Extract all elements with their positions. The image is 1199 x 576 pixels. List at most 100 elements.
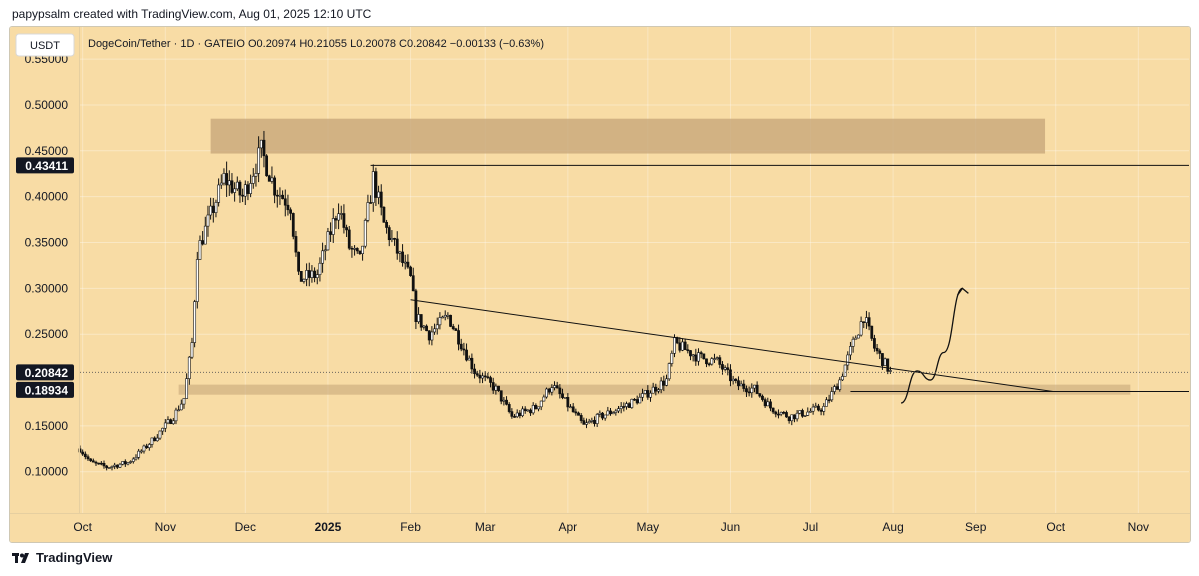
candle-body bbox=[358, 250, 362, 254]
candle-body bbox=[342, 213, 346, 228]
candle-body bbox=[209, 205, 213, 216]
candle-body bbox=[457, 330, 460, 345]
candle-body bbox=[750, 387, 754, 394]
candle-body bbox=[787, 416, 791, 422]
descending-trendline bbox=[410, 299, 1054, 392]
currency-label: USDT bbox=[30, 40, 60, 52]
candle-body bbox=[777, 413, 780, 416]
candle-body bbox=[569, 406, 572, 409]
candle-body bbox=[222, 173, 226, 184]
candle-body bbox=[273, 177, 277, 196]
candle-body bbox=[145, 445, 149, 448]
candle-body bbox=[169, 419, 173, 425]
candle-body bbox=[699, 352, 703, 355]
candle-body bbox=[305, 270, 308, 280]
candle-body bbox=[142, 445, 146, 452]
candle-body bbox=[86, 456, 90, 460]
candle-body bbox=[451, 326, 455, 330]
resistance-zone bbox=[210, 118, 1046, 154]
candle-body bbox=[334, 218, 338, 221]
candle-body bbox=[382, 206, 386, 223]
candle-body bbox=[427, 330, 431, 341]
candle-body bbox=[670, 352, 674, 364]
candle-body bbox=[166, 419, 170, 424]
candle-body bbox=[131, 458, 135, 462]
candle-body bbox=[747, 391, 751, 394]
candle-body bbox=[838, 379, 842, 390]
candle-body bbox=[582, 420, 586, 425]
chart-background bbox=[10, 27, 1190, 542]
candle-body bbox=[518, 412, 522, 417]
candle-body bbox=[379, 191, 383, 208]
candle-body bbox=[286, 204, 290, 211]
candle-body bbox=[350, 247, 354, 250]
price-label: 0.43411 bbox=[25, 159, 68, 173]
price-label-bg bbox=[16, 157, 74, 174]
candle-body bbox=[622, 406, 626, 408]
candle-body bbox=[537, 406, 540, 410]
candle-body bbox=[553, 385, 556, 388]
candle-body bbox=[507, 404, 511, 412]
candle-body bbox=[867, 317, 871, 327]
candle-body bbox=[454, 328, 458, 331]
candle-body bbox=[390, 238, 394, 241]
candle-body bbox=[113, 464, 117, 467]
candle-body bbox=[849, 346, 852, 356]
y-tick-label: 0.40000 bbox=[25, 190, 69, 204]
candle-body bbox=[198, 240, 202, 260]
candle-body bbox=[438, 317, 442, 326]
price-label-bg bbox=[16, 364, 74, 381]
candle-body bbox=[435, 324, 439, 330]
candle-body bbox=[294, 236, 298, 253]
candle-body bbox=[297, 251, 301, 272]
candle-body bbox=[446, 314, 450, 317]
price-chart[interactable]: 0.550000.500000.450000.400000.350000.300… bbox=[10, 27, 1190, 542]
candle-body bbox=[262, 139, 266, 157]
tradingview-footer[interactable]: TradingView bbox=[12, 550, 112, 565]
candle-body bbox=[321, 250, 324, 264]
y-tick-label: 0.25000 bbox=[25, 327, 69, 341]
candle-body bbox=[697, 352, 700, 362]
candle-body bbox=[835, 386, 839, 390]
candle-body bbox=[769, 401, 772, 409]
candle-body bbox=[275, 194, 279, 197]
candle-body bbox=[617, 408, 620, 412]
candle-body bbox=[862, 321, 866, 323]
currency-badge bbox=[15, 33, 75, 57]
candle-body bbox=[646, 390, 650, 398]
candle-body bbox=[561, 393, 564, 398]
x-tick-label: Mar bbox=[475, 520, 496, 534]
candle-body bbox=[171, 420, 175, 425]
candle-body bbox=[225, 173, 229, 186]
candle-body bbox=[94, 461, 98, 464]
candle-body bbox=[614, 410, 618, 413]
candle-body bbox=[854, 337, 858, 340]
candle-body bbox=[633, 398, 636, 401]
candle-body bbox=[417, 314, 420, 323]
candle-body bbox=[798, 410, 802, 414]
candle-body bbox=[385, 221, 388, 228]
candle-body bbox=[705, 358, 708, 365]
candle-body bbox=[729, 369, 732, 382]
candle-body bbox=[214, 202, 218, 213]
candle-body bbox=[577, 412, 580, 416]
candle-body bbox=[579, 415, 583, 421]
candle-body bbox=[115, 464, 119, 468]
candle-body bbox=[865, 317, 868, 323]
candle-body bbox=[467, 357, 471, 361]
x-tick-label: Oct bbox=[1046, 520, 1065, 534]
candle-body bbox=[630, 398, 634, 408]
candle-body bbox=[470, 357, 474, 370]
candle-body bbox=[363, 220, 367, 247]
candle-body bbox=[601, 412, 604, 419]
candle-body bbox=[547, 388, 551, 393]
candle-body bbox=[326, 231, 330, 251]
candle-body bbox=[739, 383, 743, 387]
candle-body bbox=[345, 227, 348, 231]
x-tick-label: Aug bbox=[882, 520, 903, 534]
candle-body bbox=[337, 213, 340, 221]
chart-frame[interactable]: 0.55000 0.50000 0.45000 0.40000 0.35000 0.300… bbox=[9, 26, 1191, 543]
candle-body bbox=[686, 349, 690, 352]
candle-body bbox=[875, 347, 879, 352]
candle-body bbox=[257, 147, 261, 174]
